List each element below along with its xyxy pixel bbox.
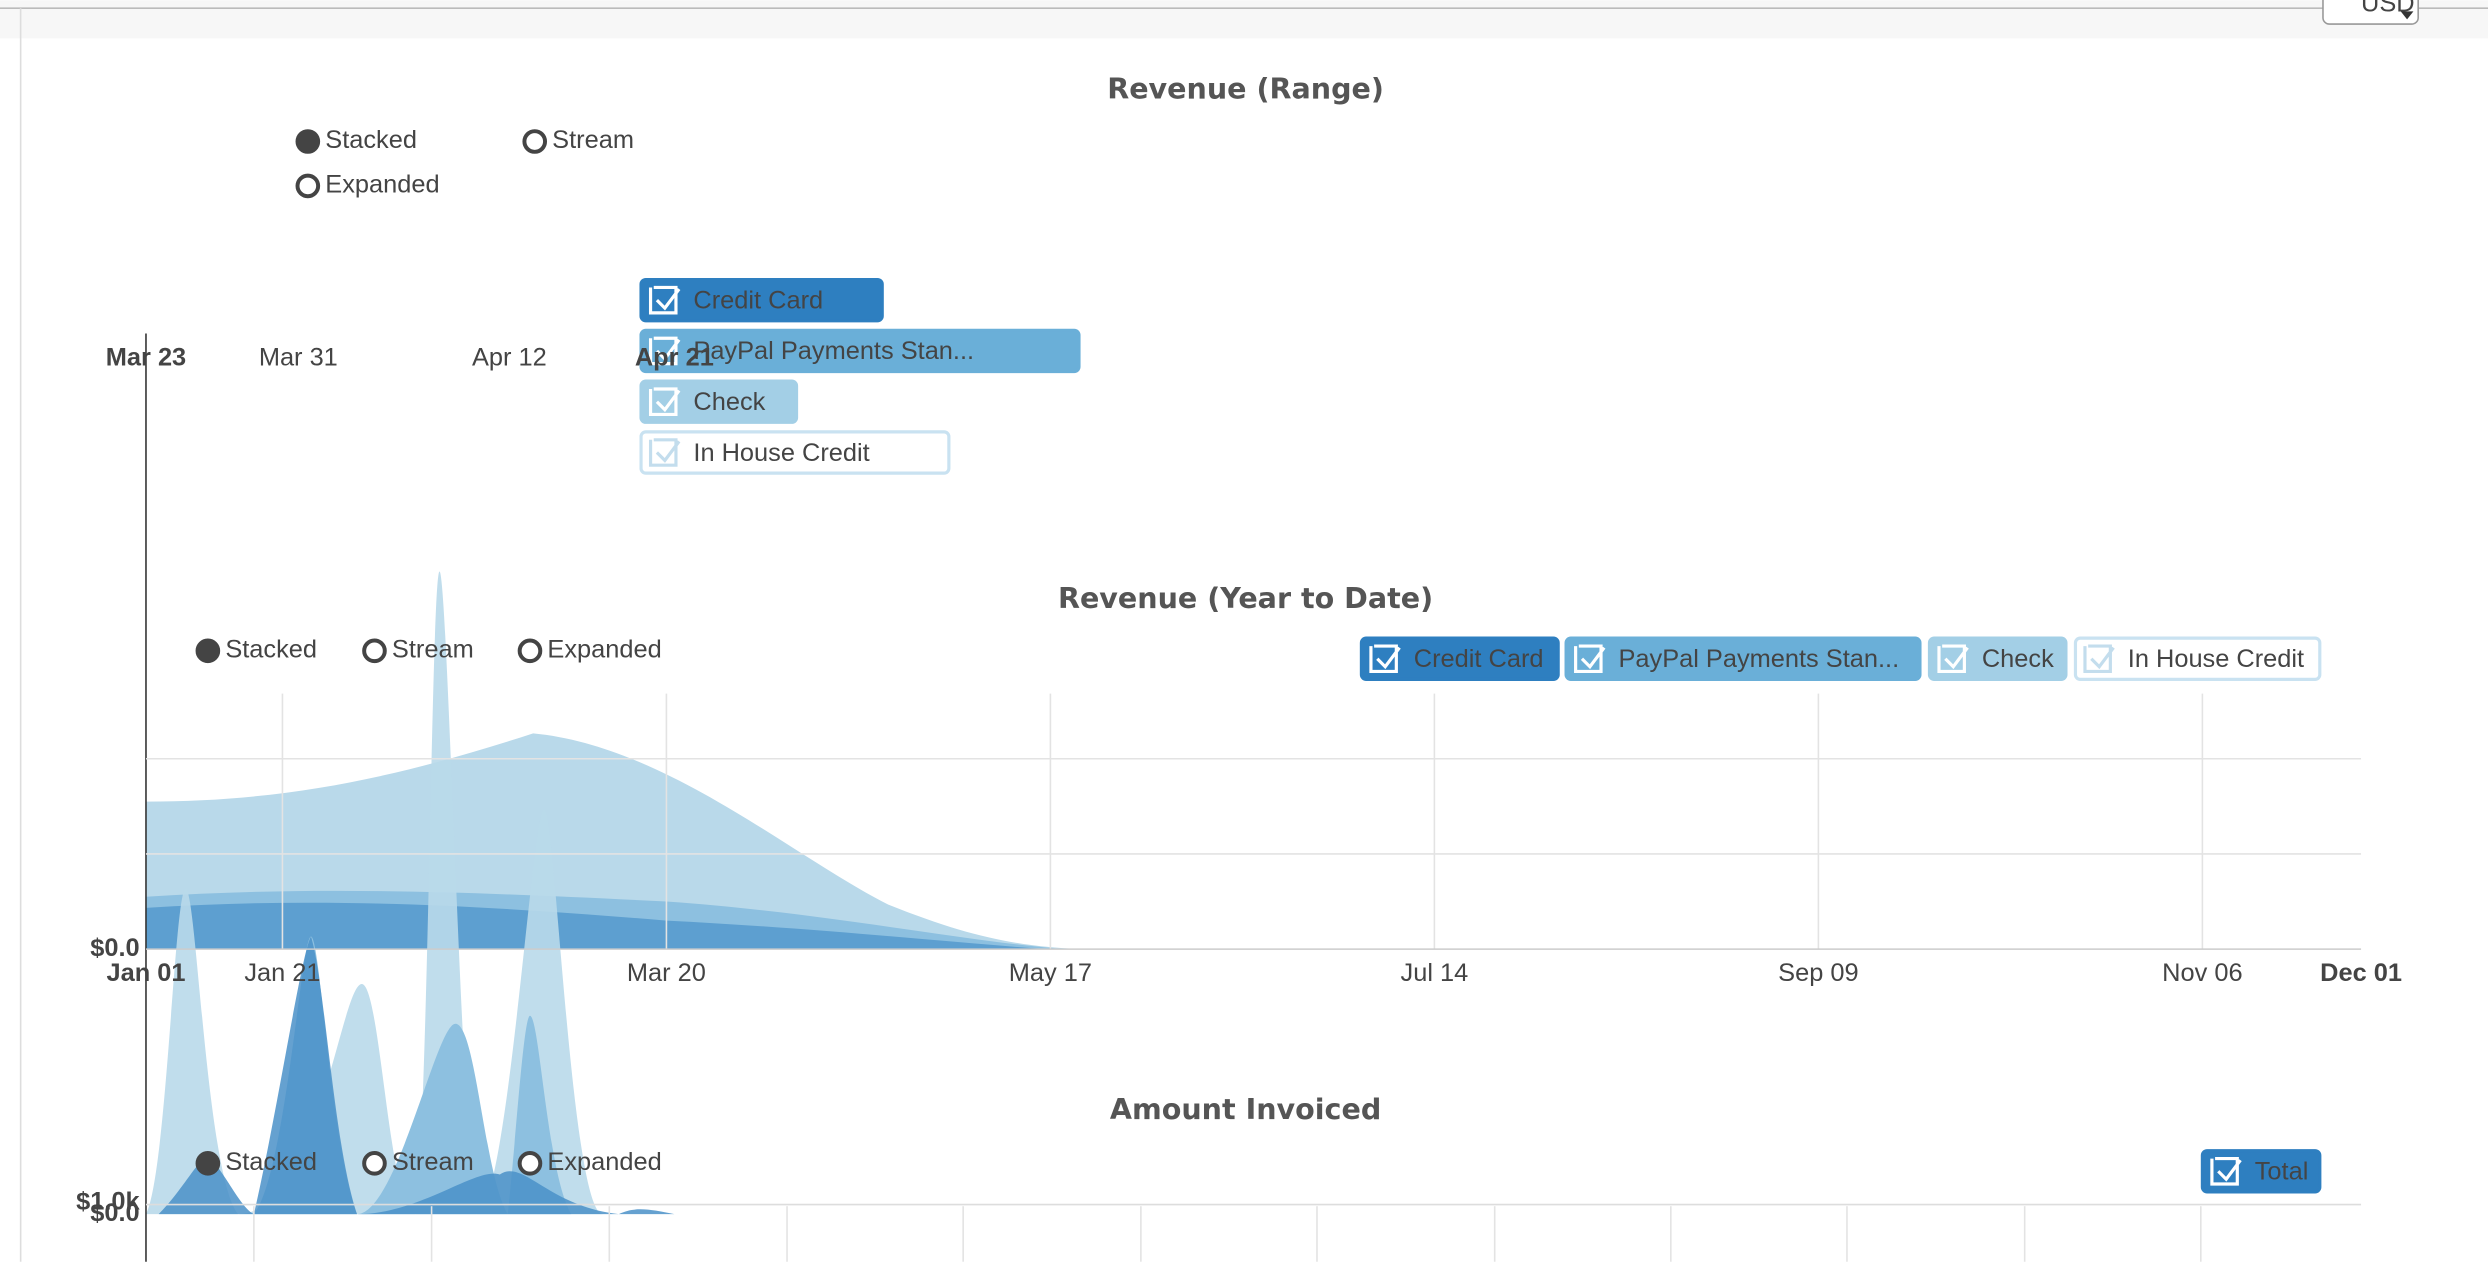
x-tick-label: Nov 06 [2162, 959, 2242, 987]
legend-label: Total [2255, 1158, 2309, 1186]
select-arrow [2400, 11, 2414, 20]
legend-label: Credit Card [1414, 645, 1544, 673]
radio-label: Stacked [225, 636, 317, 664]
legend-label: Check [693, 388, 765, 416]
radio-button[interactable] [195, 638, 221, 664]
legend-label: In House Credit [2128, 645, 2304, 673]
checkbox-icon [648, 438, 681, 467]
radio-button[interactable] [362, 1151, 387, 1176]
top-bar [0, 0, 2488, 39]
x-tick-label: Sep 09 [1778, 959, 1858, 987]
x-tick-label: Apr 21 [635, 344, 714, 372]
chart-title: Amount Invoiced [1110, 1092, 1381, 1126]
chart-title: Revenue (Range) [1107, 72, 1384, 106]
radio-label: Expanded [547, 636, 661, 664]
checkbox-icon [2083, 644, 2115, 674]
x-tick-label: Mar 31 [259, 344, 338, 372]
radio-label: Stream [552, 126, 634, 154]
currency-select[interactable] [2322, 0, 2419, 25]
legend-label: Check [1982, 645, 2054, 673]
spike-dark [158, 936, 675, 1215]
radio-button[interactable] [517, 1151, 543, 1176]
radio-button[interactable] [295, 173, 321, 199]
checkbox-icon [648, 387, 681, 416]
legend-toggle[interactable] [639, 328, 1081, 374]
x-tick-label: Jan 21 [244, 959, 320, 987]
spike-light [145, 571, 603, 1215]
legend-toggle[interactable] [639, 277, 884, 323]
x-tick-label: Mar 23 [106, 344, 186, 372]
x-tick-label: Jul 14 [1401, 959, 1469, 987]
checkbox-icon [1369, 644, 1401, 674]
radio-label: Expanded [547, 1148, 661, 1176]
legend-toggle[interactable] [1359, 636, 1560, 681]
legend-label: PayPal Payments Stan... [693, 337, 974, 365]
radio-button[interactable] [195, 1151, 221, 1176]
radio-label: Stacked [225, 1148, 317, 1176]
checkbox-icon [1574, 644, 1606, 674]
ytd-areas [145, 733, 1079, 950]
checkbox-icon [648, 285, 681, 315]
x-tick-label: Mar 20 [627, 959, 706, 987]
x-tick-label: Jan 01 [106, 959, 185, 987]
currency-label: USD [2361, 0, 2415, 18]
area-credit [145, 902, 1048, 950]
checkbox-icon [2210, 1157, 2242, 1186]
radio-button[interactable] [362, 638, 387, 664]
checkbox-icon [648, 336, 681, 366]
chart-title: Revenue (Year to Date) [1058, 581, 1433, 615]
radio-button[interactable] [522, 129, 548, 154]
radio-button[interactable] [295, 129, 321, 154]
legend-toggle[interactable] [639, 430, 951, 475]
checkbox-icon [1937, 644, 1969, 674]
x-tick-label: Dec 01 [2320, 959, 2402, 987]
radio-label: Stream [392, 636, 474, 664]
x-tick-label: Apr 12 [472, 344, 547, 372]
radio-label: Stacked [325, 126, 417, 154]
legend-label: Credit Card [693, 286, 823, 314]
range-spikes [145, 571, 675, 1215]
legend-toggle[interactable] [2073, 636, 2322, 681]
legend-toggle[interactable] [1564, 636, 1922, 681]
legend-label: In House Credit [693, 439, 869, 467]
radio-label: Stream [392, 1148, 474, 1176]
legend-toggle[interactable] [2200, 1149, 2322, 1194]
y-tick-label: $0.0 [90, 1199, 139, 1227]
x-tick-label: May 17 [1009, 959, 1092, 987]
radio-label: Expanded [325, 171, 439, 199]
y-tick-label: $0.0 [90, 934, 139, 962]
y-tick-label: $1.0k [76, 1188, 140, 1216]
radio-button[interactable] [517, 638, 543, 664]
legend-label: PayPal Payments Stan... [1618, 645, 1899, 673]
